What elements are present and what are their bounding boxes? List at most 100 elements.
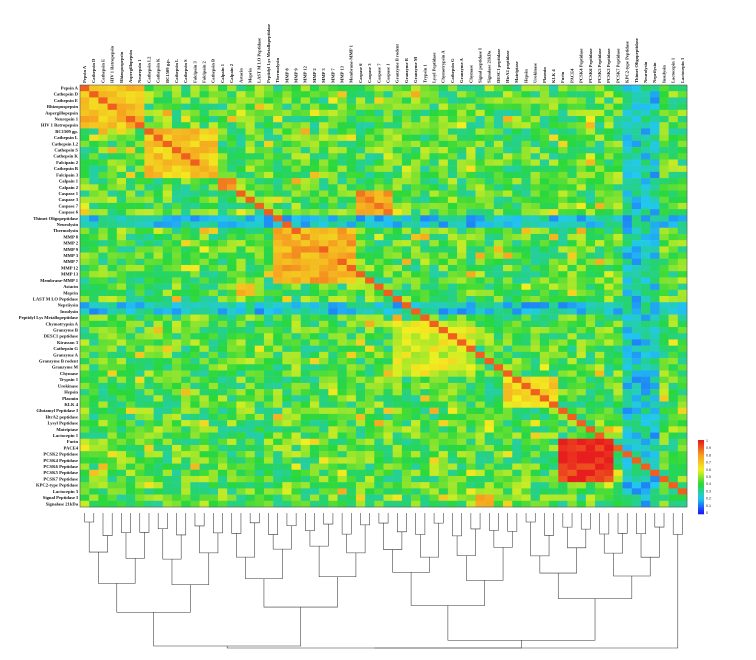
heatmap-cell (254, 190, 265, 197)
heatmap-cell (512, 91, 522, 98)
heatmap-cell (466, 395, 476, 402)
heatmap-cell (171, 382, 182, 390)
heatmap-cell (199, 283, 210, 291)
heatmap-cell (355, 320, 366, 328)
heatmap-cell (217, 426, 228, 433)
heatmap-cell (549, 314, 559, 322)
heatmap-cell (641, 202, 651, 210)
heatmap-cell (245, 475, 255, 483)
heatmap-cell (392, 333, 403, 340)
heatmap-cell (539, 475, 550, 483)
heatmap-cell (558, 376, 568, 384)
heatmap-cell (245, 420, 255, 427)
heatmap-cell (549, 500, 559, 508)
heatmap-cell (493, 215, 504, 222)
heatmap-cell (604, 320, 614, 328)
heatmap-cell (171, 444, 182, 452)
heatmap-cell (539, 159, 550, 166)
heatmap-cell (116, 128, 127, 135)
heatmap-cell (622, 401, 633, 408)
heatmap-cell (153, 103, 164, 111)
heatmap-cell (429, 85, 439, 92)
heatmap-cell (392, 159, 403, 166)
heatmap-cell (319, 233, 329, 241)
heatmap-cell (236, 351, 246, 359)
column-label: Granzyme B rodent (395, 44, 400, 83)
heatmap-cell (181, 302, 191, 309)
heatmap-cell (263, 178, 274, 185)
heatmap-cell (585, 215, 596, 222)
heatmap-cell (677, 252, 688, 260)
heatmap-cell (659, 227, 669, 235)
color-key-swatch (698, 473, 704, 476)
heatmap-cell (328, 171, 338, 179)
heatmap-cell (328, 153, 338, 160)
column-label: KLK 4 (551, 69, 556, 83)
heatmap-cell (365, 258, 375, 266)
heatmap-cell (116, 358, 127, 365)
heatmap-cell (576, 190, 587, 197)
heatmap-cell (585, 184, 596, 191)
heatmap-cell (604, 109, 614, 117)
heatmap-cell (144, 376, 154, 384)
heatmap-cell (512, 196, 522, 204)
heatmap-cell (420, 426, 430, 433)
heatmap-cell (429, 271, 439, 278)
heatmap-cell (401, 91, 412, 98)
heatmap-cell (208, 469, 219, 477)
row-label: Chymotrypsin A (45, 321, 78, 326)
heatmap-cell (125, 116, 136, 123)
heatmap-cell (549, 147, 559, 154)
heatmap-cell (613, 91, 623, 98)
column-label: Plasmin (542, 67, 547, 83)
heatmap-cell (503, 438, 513, 446)
heatmap-cell (346, 358, 357, 365)
heatmap-cell (585, 333, 596, 340)
heatmap-cell (530, 153, 541, 160)
heatmap-cell (346, 314, 357, 322)
heatmap-cell (493, 171, 504, 179)
heatmap-cell (337, 320, 347, 328)
dendrogram-branch (245, 549, 283, 579)
heatmap-cell (346, 333, 357, 340)
heatmap-cell (411, 500, 421, 508)
heatmap-cell (365, 314, 375, 322)
heatmap-cell (622, 171, 633, 179)
heatmap-cell (677, 475, 688, 483)
heatmap-cell (273, 91, 283, 98)
heatmap-cell (282, 389, 292, 396)
heatmap-cell (309, 413, 320, 421)
heatmap-cell (181, 258, 191, 266)
heatmap-cell (337, 134, 347, 142)
heatmap-cell (650, 482, 660, 489)
heatmap-cell (355, 376, 366, 384)
heatmap-cell (199, 159, 210, 166)
heatmap-cell (420, 482, 430, 489)
heatmap-cell (89, 426, 99, 433)
heatmap-cell (273, 358, 283, 365)
heatmap-cell (659, 109, 669, 117)
heatmap-cell (521, 97, 531, 104)
heatmap-cell (493, 444, 504, 452)
heatmap-cell (153, 333, 164, 340)
heatmap-cell (595, 215, 605, 222)
heatmap-cell (420, 370, 430, 377)
heatmap-cell (457, 289, 467, 297)
heatmap-cell (374, 283, 384, 291)
heatmap-cell (539, 252, 550, 260)
heatmap-cell (631, 327, 642, 334)
heatmap-cell (567, 103, 577, 111)
heatmap-cell (530, 432, 541, 439)
heatmap-cell (401, 165, 412, 173)
heatmap-cell (512, 370, 522, 377)
row-label: Caspase 7 (58, 203, 78, 208)
heatmap-cell (457, 413, 467, 421)
heatmap-cell (190, 358, 200, 365)
heatmap-cell (585, 432, 596, 439)
heatmap-cell (181, 314, 191, 322)
heatmap-cell (80, 215, 90, 222)
heatmap-cell (420, 358, 430, 365)
heatmap-cell (411, 289, 421, 297)
heatmap-cell (181, 277, 191, 284)
heatmap-cell (153, 178, 164, 185)
